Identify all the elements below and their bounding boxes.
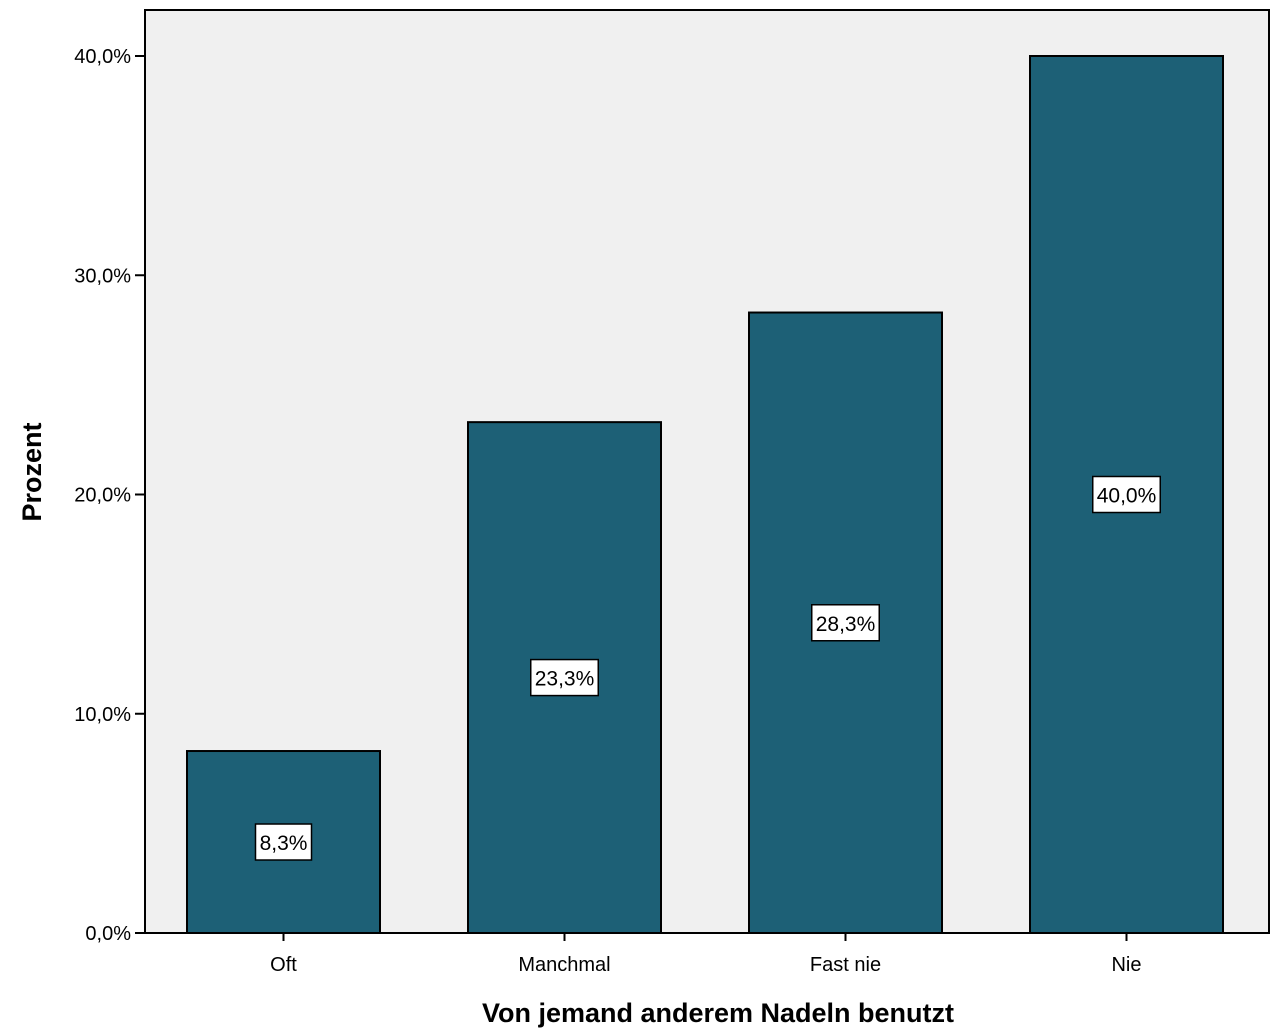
data-label-text: 28,3% xyxy=(816,613,876,636)
y-axis-title: Prozent xyxy=(17,422,47,521)
data-label: 40,0% xyxy=(1092,475,1161,514)
y-tick-label: 40,0% xyxy=(74,46,131,68)
x-tick-label: Oft xyxy=(270,954,297,976)
data-label-box xyxy=(530,658,599,697)
data-label: 23,3% xyxy=(530,658,599,697)
x-tick-label: Manchmal xyxy=(518,954,610,976)
data-label-box xyxy=(254,823,313,861)
data-label: 8,3% xyxy=(254,823,313,861)
y-tick-label: 0,0% xyxy=(85,923,131,945)
bars-layer: 8,3% 23,3% 28,3% 40,0% xyxy=(186,55,1224,935)
data-label-text: 23,3% xyxy=(535,668,595,691)
data-label-text: 8,3% xyxy=(260,832,308,855)
data-label-box xyxy=(811,604,880,642)
data-label: 28,3% xyxy=(811,604,880,642)
axes-layer: Oft Manchmal Fast nie Nie 0,0% 10,0% 20,0% 30,0… xyxy=(74,46,1141,976)
y-tick-label: 30,0% xyxy=(74,265,131,287)
y-tick-label: 10,0% xyxy=(74,704,131,726)
data-label-text: 40,0% xyxy=(1097,485,1157,508)
y-tick-label: 20,0% xyxy=(74,485,131,507)
x-axis-title: Von jemand anderem Nadeln benutzt xyxy=(482,998,954,1028)
data-label-box xyxy=(1092,475,1161,514)
x-tick-label: Fast nie xyxy=(810,954,881,976)
x-tick-label: Nie xyxy=(1111,954,1141,976)
